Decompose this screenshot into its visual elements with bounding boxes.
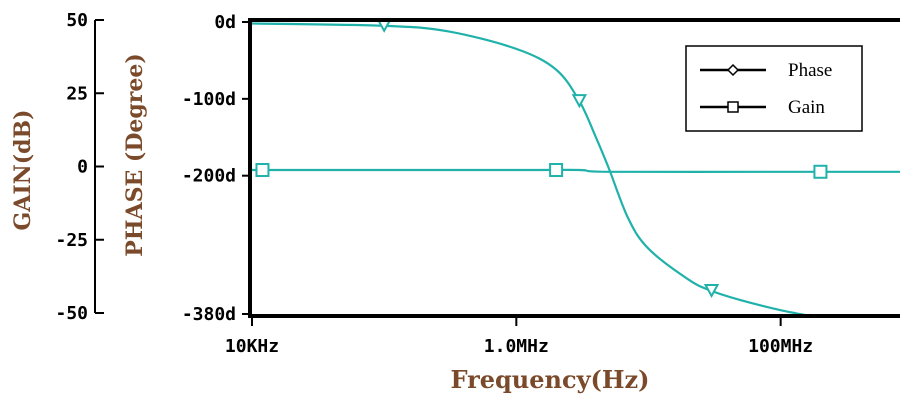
phase-axis-ticks: 0d -100d -200d -380d bbox=[182, 12, 252, 325]
x-axis-ticks: 10KHz 1.0MHz 100MHz bbox=[225, 316, 813, 357]
gain-tick-label: 0 bbox=[77, 157, 88, 178]
legend-gain-square-icon bbox=[727, 101, 739, 113]
x-tick-label: 1.0MHz bbox=[484, 336, 549, 357]
gain-tick-label: -25 bbox=[55, 230, 88, 251]
legend-box bbox=[685, 45, 863, 132]
gain-marker bbox=[255, 163, 270, 178]
legend-phase-label: Phase bbox=[788, 60, 832, 81]
gain-tick-label: 25 bbox=[66, 83, 88, 104]
legend-phase-diamond-icon bbox=[726, 63, 740, 77]
phase-tick-label: -200d bbox=[182, 166, 236, 187]
x-tick-label: 10KHz bbox=[225, 336, 279, 357]
phase-tick-label: -100d bbox=[182, 89, 236, 110]
legend-gain-label: Gain bbox=[788, 97, 825, 118]
gain-marker bbox=[813, 164, 828, 179]
phase-marker bbox=[378, 22, 391, 33]
phase-series-line bbox=[252, 22, 806, 314]
phase-marker bbox=[703, 283, 720, 299]
gain-axis-label: GAIN(dB) bbox=[10, 109, 36, 230]
phase-tick-label: -380d bbox=[182, 304, 236, 325]
phase-tick-label: 0d bbox=[214, 12, 236, 33]
legend: Phase Gain bbox=[685, 45, 863, 132]
x-tick-label: 100MHz bbox=[748, 336, 813, 357]
gain-series-line bbox=[252, 168, 900, 174]
phase-axis-label: PHASE (Degree) bbox=[122, 53, 148, 257]
legend-entry-gain: Gain bbox=[700, 97, 825, 118]
gain-tick-label: 50 bbox=[66, 10, 88, 31]
series-layer bbox=[252, 22, 900, 314]
gain-marker bbox=[549, 163, 564, 178]
plot-frame bbox=[248, 18, 900, 318]
gain-axis-ticks: 50 25 0 -25 -50 bbox=[55, 10, 104, 324]
legend-entry-phase: Phase bbox=[700, 60, 832, 81]
gain-tick-label: -50 bbox=[55, 303, 88, 324]
x-axis-label: Frequency(Hz) bbox=[450, 365, 649, 394]
phase-marker bbox=[571, 94, 588, 109]
